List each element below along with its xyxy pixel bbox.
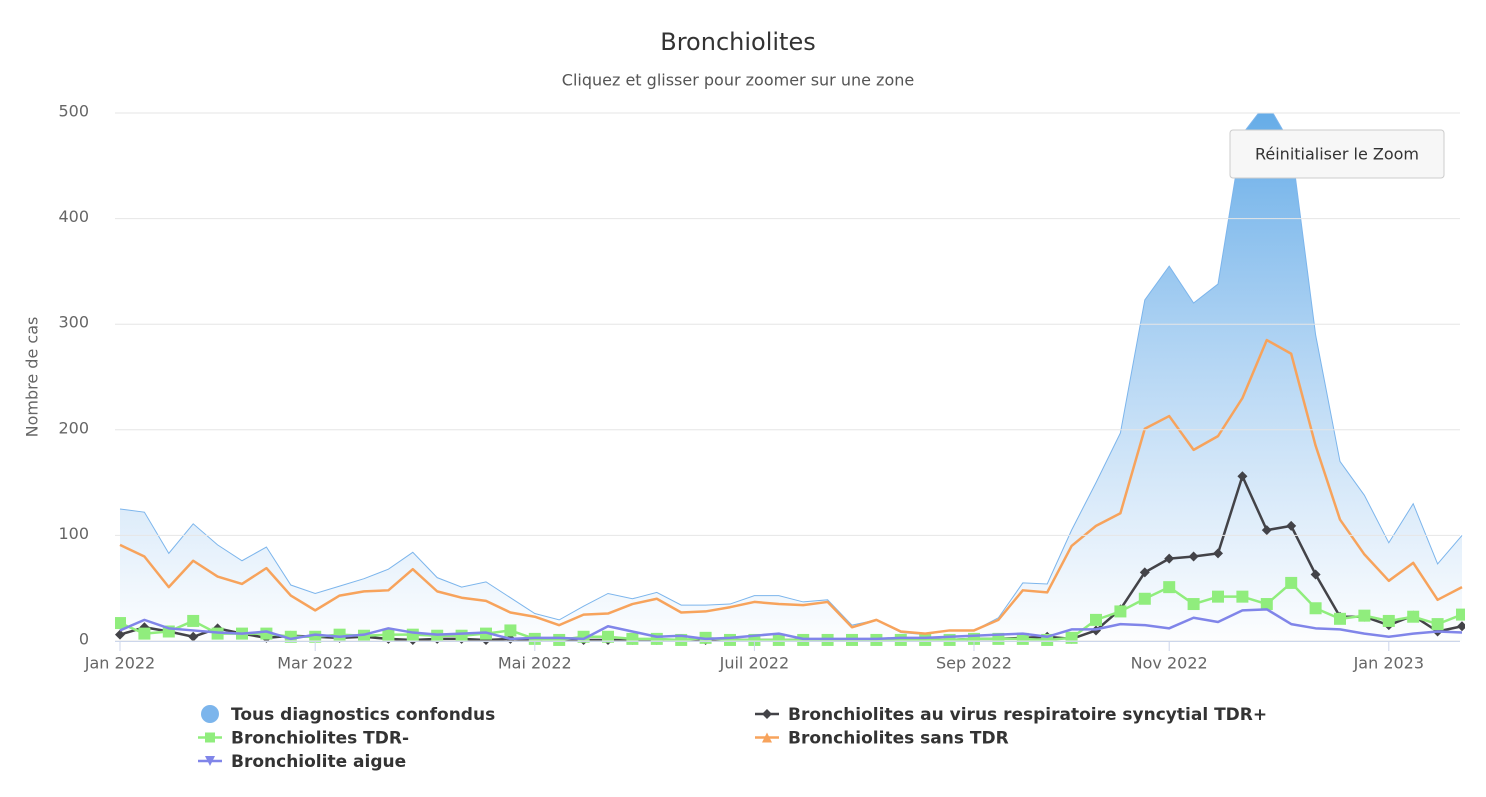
legend-item[interactable]: Tous diagnostics confondus	[201, 705, 495, 725]
y-tick-label: 0	[79, 630, 89, 649]
legend-item[interactable]: Bronchiolites TDR-	[198, 729, 409, 749]
chart-subtitle: Cliquez et glisser pour zoomer sur une z…	[562, 71, 914, 90]
legend-item[interactable]: Bronchiolite aigue	[198, 752, 406, 772]
x-tick-label: Juil 2022	[719, 654, 790, 673]
series-line	[119, 338, 1463, 635]
marker	[1139, 567, 1150, 578]
marker	[205, 756, 215, 766]
marker	[406, 628, 419, 641]
marker	[1163, 581, 1176, 594]
chart-title: Bronchiolites	[660, 28, 815, 56]
x-tick-label: Jan 2023	[1353, 654, 1424, 673]
y-tick-label: 500	[58, 102, 89, 121]
marker	[1457, 621, 1465, 632]
button-bg[interactable]	[1229, 129, 1445, 179]
marker	[1212, 590, 1224, 603]
legend: Tous diagnostics confondus Bronchiolites …	[198, 705, 1267, 772]
marker	[1187, 598, 1200, 611]
marker	[115, 629, 125, 640]
y-axis-title: Nombre de cas	[23, 317, 42, 438]
marker	[1456, 608, 1465, 621]
legend-label: Bronchiolite aigue	[231, 752, 406, 772]
x-tick-label: Jan 2022	[84, 654, 155, 673]
marker	[504, 624, 517, 637]
x-tick-label: Nov 2022	[1131, 654, 1208, 673]
marker	[1065, 631, 1078, 644]
marker	[1260, 598, 1273, 611]
marker	[626, 632, 639, 645]
marker	[772, 633, 785, 646]
legend-item[interactable]: Bronchiolites sans TDR	[755, 729, 1009, 749]
marker	[188, 631, 199, 642]
marker	[1237, 471, 1248, 482]
marker	[1285, 576, 1298, 589]
marker	[1382, 614, 1395, 627]
marker	[455, 629, 468, 642]
marker	[201, 705, 219, 723]
marker	[762, 732, 772, 743]
marker	[333, 628, 346, 641]
area-fill	[120, 113, 1462, 641]
plot-area	[115, 113, 1465, 646]
marker	[1309, 602, 1322, 615]
marker	[115, 617, 126, 630]
marker	[553, 633, 566, 646]
marker	[1236, 590, 1249, 603]
marker	[1164, 553, 1175, 564]
marker	[1114, 605, 1127, 618]
marker	[1358, 609, 1371, 622]
marker	[919, 633, 932, 646]
legend-label: Bronchiolites TDR-	[231, 729, 409, 749]
marker	[1188, 551, 1199, 562]
marker	[724, 633, 736, 646]
button-label[interactable]: Réinitialiser le Zoom	[1255, 145, 1419, 164]
marker	[1090, 613, 1102, 626]
marker	[1213, 548, 1223, 559]
reset-zoom-button[interactable]: Réinitialiser le Zoom	[1229, 129, 1445, 179]
legend-label: Bronchiolites au virus respiratoire sync…	[788, 705, 1267, 725]
y-tick-label: 400	[58, 207, 89, 226]
marker	[1286, 520, 1297, 531]
x-tick-label: Mai 2022	[498, 654, 572, 673]
y-tick-label: 300	[58, 313, 89, 332]
legend-item[interactable]: Bronchiolites au virus respiratoire sync…	[755, 705, 1267, 725]
marker	[1261, 525, 1272, 536]
marker	[187, 614, 200, 627]
marker	[138, 627, 151, 640]
x-tick-label: Mar 2022	[277, 654, 353, 673]
marker	[1407, 610, 1420, 623]
legend-label: Tous diagnostics confondus	[231, 705, 495, 725]
series-line	[119, 608, 1463, 641]
y-tick-label: 200	[58, 418, 89, 437]
marker	[1310, 569, 1321, 580]
marker	[205, 732, 215, 743]
x-tick-label: Sep 2022	[936, 654, 1012, 673]
y-tick-label: 100	[58, 524, 89, 543]
marker	[1334, 612, 1346, 625]
marker	[1431, 618, 1444, 631]
legend-label: Bronchiolites sans TDR	[788, 729, 1009, 749]
marker	[894, 633, 907, 646]
marker	[762, 709, 772, 719]
marker	[284, 630, 297, 643]
marker	[602, 630, 614, 643]
marker	[1138, 592, 1151, 605]
marker	[382, 628, 395, 641]
